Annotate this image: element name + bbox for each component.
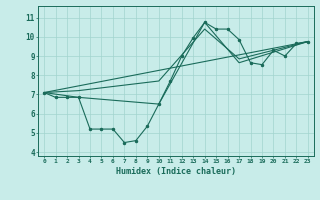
X-axis label: Humidex (Indice chaleur): Humidex (Indice chaleur) [116, 167, 236, 176]
